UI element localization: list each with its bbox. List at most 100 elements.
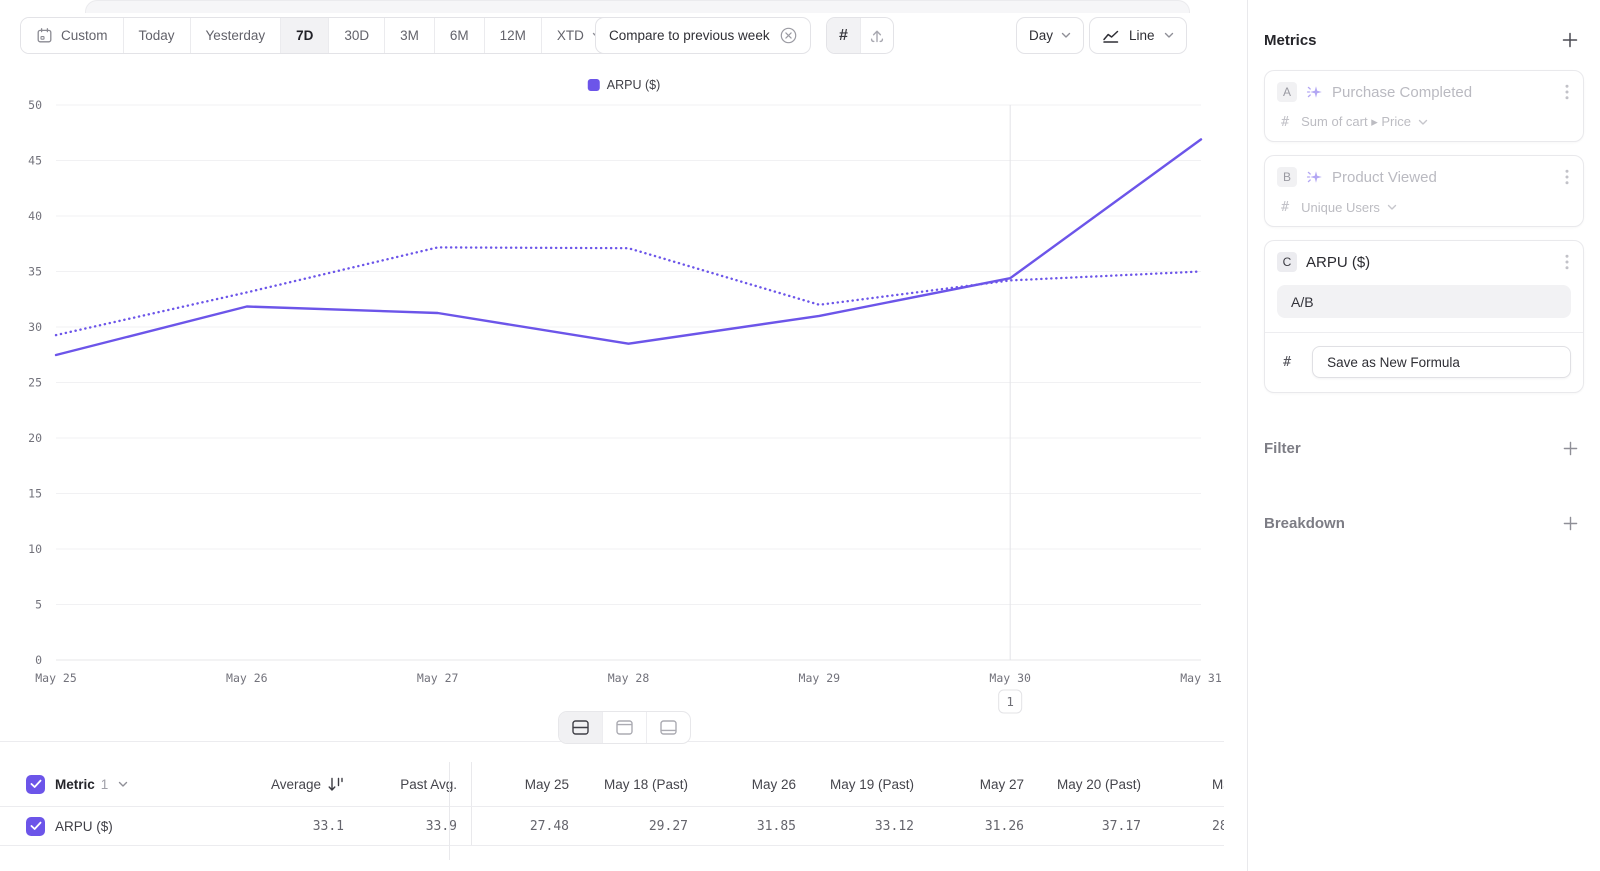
value-display-toggle-group: # [826,17,894,54]
cell-value: 37.17 [1101,818,1141,834]
column-header-may-27[interactable]: May 27 [979,776,1024,792]
column-header-may-18-past-[interactable]: May 18 (Past) [603,776,688,792]
x-axis-tick-label: May 27 [417,671,459,685]
query-sidebar: Metrics A Purchase Completed # Sum of cart … [1249,0,1600,871]
compare-button[interactable]: Compare to previous week [595,17,811,54]
metric-letter-badge: A [1277,82,1297,102]
date-range-custom[interactable]: Custom [21,18,123,53]
date-range-6m[interactable]: 6M [433,18,484,53]
date-range-today[interactable]: Today [122,18,190,53]
hash-icon: # [839,26,848,44]
add-filter-button[interactable] [1561,439,1580,458]
metric-card-c[interactable]: C ARPU ($) A/B # Save as New Formula [1264,240,1584,393]
chevron-down-icon [1418,119,1428,125]
check-icon [30,821,41,830]
y-axis-tick-label: 35 [28,265,42,279]
x-axis-tick-label: May 25 [35,671,77,685]
column-header-may-26[interactable]: May 26 [751,776,796,792]
add-metric-button[interactable] [1560,30,1580,50]
chevron-down-icon [1387,204,1397,210]
metric-title: Product Viewed [1332,168,1437,186]
compare-label: Compare to previous week [609,28,770,43]
date-range-selector: Custom Today Yesterday 7D 30D 3M 6M 12M XTD [20,17,618,54]
check-icon [30,779,41,788]
annotation-badge[interactable] [998,689,1023,714]
metrics-section-title: Metrics [1264,31,1317,49]
y-axis-tick-label: 10 [28,542,42,556]
annotation-badge-label: 1 [1006,694,1014,709]
plus-icon [1563,516,1578,531]
column-header-average[interactable]: Average [210,777,344,792]
cell-value: 33.12 [874,818,914,834]
cell-value: 31.26 [984,818,1024,834]
metric-card-a[interactable]: A Purchase Completed # Sum of cart ▸ Price [1264,70,1584,142]
date-range-12m[interactable]: 12M [483,18,541,53]
remove-compare-icon[interactable] [780,27,797,44]
more-options-icon[interactable] [1563,167,1571,187]
date-range-7d[interactable]: 7D [280,18,329,53]
granularity-dropdown[interactable]: Day [1016,17,1085,54]
date-range-yesterday[interactable]: Yesterday [189,18,281,53]
save-as-new-formula-button[interactable]: Save as New Formula [1312,346,1571,378]
plus-icon [1563,441,1578,456]
cell-value: 31.85 [756,818,796,834]
metric-letter-badge: C [1277,252,1297,272]
y-axis-tick-label: 20 [28,431,42,445]
measure-type-icon: # [1281,199,1290,215]
line-chart[interactable]: 0 5 10 15 20 25 30 35 40 45 50 May 25 May 26 May 27 Ma… [0,70,1248,715]
y-axis-tick-label: 40 [28,209,42,223]
column-header-may-20-past-[interactable]: May 20 (Past) [1056,776,1141,792]
table-row[interactable]: ARPU ($) 33.1 33.9 27.48 29.27 31.85 33.12 31.… [0,806,1224,846]
sort-descending-icon[interactable] [327,777,344,792]
add-breakdown-button[interactable] [1561,514,1580,533]
ai-sparkle-icon [1306,85,1322,98]
y-axis-tick-label: 5 [35,598,42,612]
metric-card-b[interactable]: B Product Viewed # Unique Users [1264,155,1584,227]
chart-type-dropdown[interactable]: Line [1089,17,1187,54]
y-axis-tick-label: 25 [28,376,42,390]
column-header-past-avg-[interactable]: Past Avg. [400,776,457,792]
more-options-icon[interactable] [1563,82,1571,102]
column-header-may-19-past-[interactable]: May 19 (Past) [829,776,914,792]
date-range-3m[interactable]: 3M [384,18,434,53]
date-range-30d[interactable]: 30D [328,18,385,53]
formula-input[interactable]: A/B [1277,285,1571,318]
measure-label[interactable]: Unique Users [1301,200,1397,215]
show-values-toggle[interactable]: # [827,18,860,53]
legend-label: ARPU ($) [606,78,661,92]
cell-value: 29.27 [648,818,688,834]
layout-toggle-split-horizontal[interactable] [558,712,602,743]
column-header-may-28[interactable]: May 28 [1212,776,1224,792]
chevron-down-icon[interactable] [118,781,128,788]
y-axis-tick-label: 15 [28,487,42,501]
layout-toggle-panel-top[interactable] [601,712,646,743]
select-all-checkbox[interactable] [26,774,45,794]
y-axis-tick-label: 30 [28,320,42,334]
current-period-line[interactable] [54,138,1203,357]
calendar-icon [37,28,52,43]
metric-count: 1 [100,776,109,792]
chart-area: 0 5 10 15 20 25 30 35 40 45 50 May 25 May 26 May 27 Ma… [0,70,1248,715]
cell-value: 33.1 [312,818,344,834]
y-axis-tick-label: 0 [35,653,42,667]
column-header-may-25[interactable]: May 25 [524,776,569,792]
cell-value: 27.48 [529,818,569,834]
y-axis-tick-label: 50 [28,98,42,112]
measure-label[interactable]: Sum of cart ▸ Price [1301,114,1428,130]
more-options-icon[interactable] [1563,252,1571,272]
table-metric-header-cell: Metric 1 [0,774,210,794]
annotation-marker-toggle[interactable] [860,18,893,53]
chart-legend[interactable]: ARPU ($) [587,78,661,92]
layout-toggle-panel-bottom[interactable] [645,712,690,743]
row-metric-label: ARPU ($) [55,818,113,834]
table-header-row: Metric 1 Average Past Avg. May 25 May 18 (P… [0,762,1224,806]
measure-type-icon: # [1283,354,1292,370]
previous-period-line[interactable] [54,246,1203,337]
metric-letter-badge: B [1277,167,1297,187]
table-column-divider [449,762,450,860]
plus-icon [1562,32,1578,48]
line-chart-icon [1103,30,1119,43]
granularity-label: Day [1029,28,1054,43]
row-checkbox[interactable] [26,816,45,836]
x-axis-tick-label: May 31 [1180,671,1222,685]
